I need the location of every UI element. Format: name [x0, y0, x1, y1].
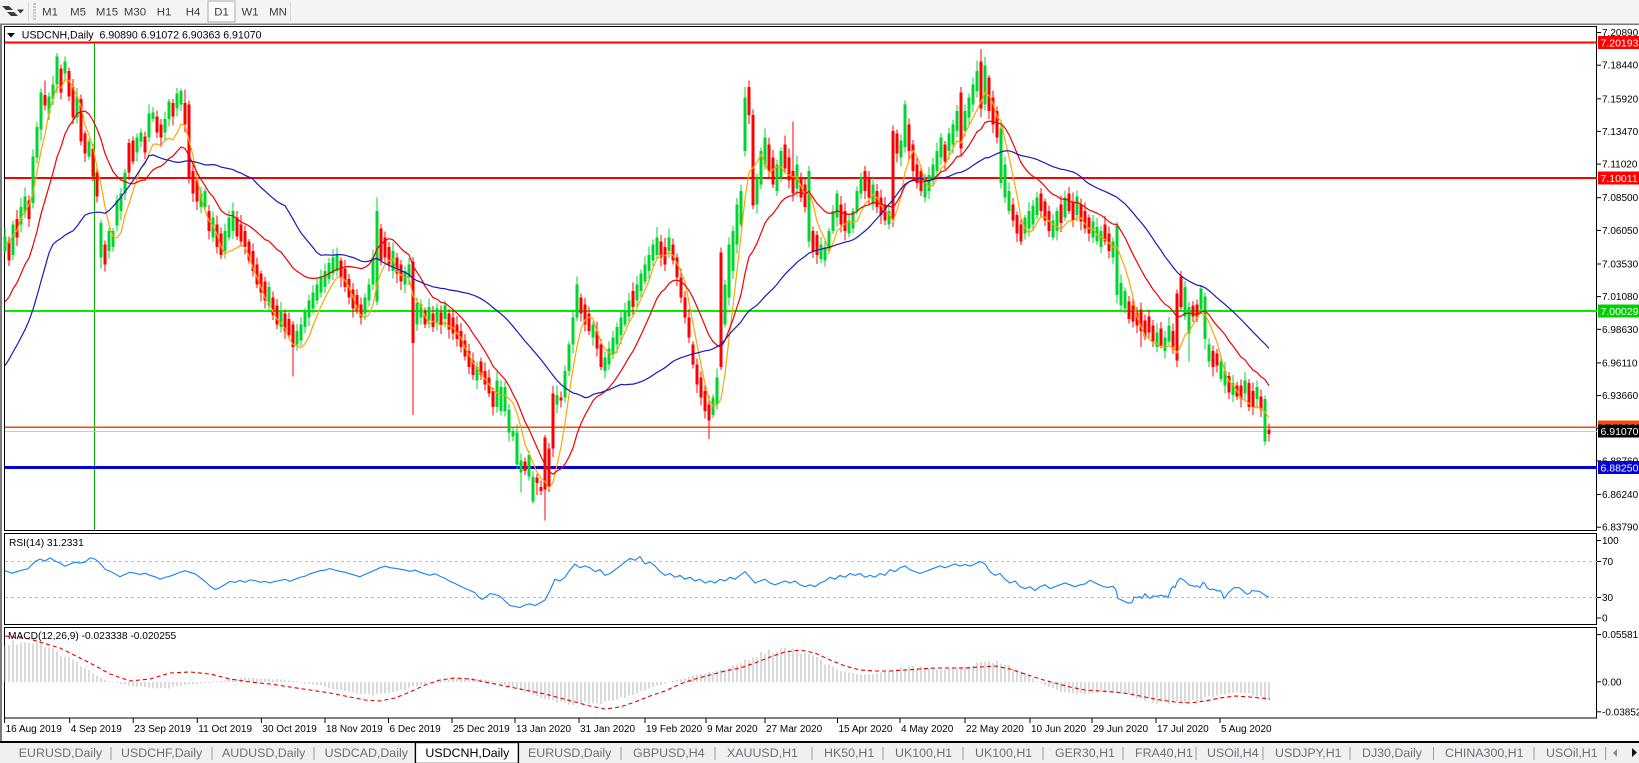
svg-text:6.96110: 6.96110 [1602, 358, 1638, 369]
svg-text:29 Jun 2020: 29 Jun 2020 [1093, 724, 1148, 735]
svg-text:UK100,H1: UK100,H1 [975, 746, 1032, 760]
svg-text:0.05581: 0.05581 [1602, 630, 1639, 641]
svg-text:USOil,H4: USOil,H4 [1207, 746, 1259, 760]
svg-text:10 Jun 2020: 10 Jun 2020 [1031, 724, 1086, 735]
svg-text:W1: W1 [241, 7, 258, 19]
svg-text:H1: H1 [157, 7, 172, 19]
svg-text:7.06050: 7.06050 [1602, 226, 1639, 237]
svg-text:9 Mar 2020: 9 Mar 2020 [707, 724, 758, 735]
svg-text:7.15920: 7.15920 [1602, 94, 1639, 105]
svg-text:0: 0 [1602, 614, 1608, 625]
svg-text:11 Oct 2019: 11 Oct 2019 [198, 724, 252, 735]
svg-text:30 Oct 2019: 30 Oct 2019 [262, 724, 317, 735]
svg-text:M15: M15 [96, 7, 118, 19]
svg-text:XAUUSD,H1: XAUUSD,H1 [727, 746, 798, 760]
svg-text:4 May 2020: 4 May 2020 [901, 724, 954, 735]
svg-text:7.20193: 7.20193 [1601, 37, 1639, 49]
svg-text:23 Sep 2019: 23 Sep 2019 [134, 724, 191, 735]
svg-text:HK50,H1: HK50,H1 [824, 746, 874, 760]
svg-text:100: 100 [1602, 536, 1619, 547]
svg-text:17 Jul 2020: 17 Jul 2020 [1157, 724, 1209, 735]
svg-text:-0.038524: -0.038524 [1602, 707, 1639, 718]
svg-text:EURUSD,Daily: EURUSD,Daily [528, 746, 612, 760]
svg-text:MN: MN [269, 7, 287, 19]
svg-text:31 Jan 2020: 31 Jan 2020 [580, 724, 635, 735]
svg-text:FRA40,H1: FRA40,H1 [1135, 746, 1193, 760]
svg-text:UK100,H1: UK100,H1 [895, 746, 952, 760]
svg-text:USDCHF,Daily: USDCHF,Daily [121, 746, 203, 760]
svg-text:0.00: 0.00 [1602, 677, 1622, 688]
svg-text:70: 70 [1602, 557, 1614, 568]
svg-text:M30: M30 [124, 7, 146, 19]
svg-text:7.10011: 7.10011 [1601, 173, 1638, 185]
svg-text:7.11020: 7.11020 [1602, 160, 1638, 171]
svg-text:DJ30,Daily: DJ30,Daily [1362, 746, 1423, 760]
svg-text:7.20890: 7.20890 [1602, 28, 1639, 39]
svg-text:30: 30 [1602, 593, 1614, 604]
svg-text:USDCAD,Daily: USDCAD,Daily [325, 746, 409, 760]
svg-text:16 Aug 2019: 16 Aug 2019 [6, 724, 63, 735]
svg-text:7.18440: 7.18440 [1602, 61, 1639, 72]
svg-text:6.83790: 6.83790 [1602, 523, 1639, 534]
svg-text:27 Mar 2020: 27 Mar 2020 [766, 724, 823, 735]
svg-text:6.91070: 6.91070 [1601, 426, 1639, 438]
svg-text:MACD(12,26,9) -0.023338 -0.020: MACD(12,26,9) -0.023338 -0.020255 [8, 631, 177, 642]
svg-text:RSI(14) 31.2331: RSI(14) 31.2331 [9, 538, 84, 549]
svg-text:EURUSD,Daily: EURUSD,Daily [19, 746, 103, 760]
svg-text:5 Aug 2020: 5 Aug 2020 [1221, 724, 1272, 735]
svg-text:4 Sep 2019: 4 Sep 2019 [71, 724, 123, 735]
svg-text:7.01080: 7.01080 [1602, 292, 1639, 303]
svg-text:15 Apr 2020: 15 Apr 2020 [839, 724, 893, 735]
svg-text:7.03530: 7.03530 [1602, 259, 1639, 270]
svg-text:6.98630: 6.98630 [1602, 325, 1639, 336]
svg-text:D1: D1 [214, 7, 229, 19]
svg-text:7.13470: 7.13470 [1602, 127, 1639, 138]
svg-text:AUDUSD,Daily: AUDUSD,Daily [222, 746, 306, 760]
svg-text:7.00029: 7.00029 [1601, 306, 1639, 318]
svg-text:7.08500: 7.08500 [1602, 193, 1639, 204]
svg-text:18 Nov 2019: 18 Nov 2019 [326, 724, 383, 735]
svg-text:CHINA300,H1: CHINA300,H1 [1445, 746, 1524, 760]
svg-text:H4: H4 [186, 7, 201, 19]
svg-text:6.88250: 6.88250 [1601, 462, 1639, 474]
svg-text:6.93660: 6.93660 [1602, 391, 1639, 402]
svg-text:USDJPY,H1: USDJPY,H1 [1275, 746, 1342, 760]
svg-text:USOil,H1: USOil,H1 [1546, 746, 1598, 760]
svg-text:25 Dec 2019: 25 Dec 2019 [453, 724, 510, 735]
svg-text:M1: M1 [42, 7, 58, 19]
svg-text:USDCNH,Daily: USDCNH,Daily [425, 746, 510, 760]
svg-text:6.86240: 6.86240 [1602, 490, 1639, 501]
svg-text:USDCNH,Daily 6.90890 6.91072: USDCNH,Daily 6.90890 6.91072 6.90363 6.9… [22, 30, 262, 42]
svg-text:M5: M5 [70, 7, 86, 19]
svg-text:GER30,H1: GER30,H1 [1055, 746, 1115, 760]
svg-text:13 Jan 2020: 13 Jan 2020 [516, 724, 571, 735]
svg-text:GBPUSD,H4: GBPUSD,H4 [633, 746, 705, 760]
svg-text:22 May 2020: 22 May 2020 [966, 724, 1024, 735]
svg-text:6 Dec 2019: 6 Dec 2019 [390, 724, 442, 735]
svg-text:19 Feb 2020: 19 Feb 2020 [646, 724, 703, 735]
